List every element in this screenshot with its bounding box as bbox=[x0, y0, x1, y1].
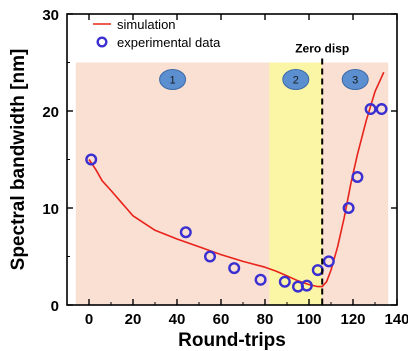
data-point bbox=[364, 103, 377, 116]
region-2 bbox=[269, 62, 323, 305]
region-badge-3 bbox=[341, 69, 369, 90]
x-tick-label: 120 bbox=[340, 311, 365, 328]
data-point bbox=[322, 255, 335, 268]
x-tick-label: 0 bbox=[85, 311, 93, 328]
region-badge-label-2: 2 bbox=[293, 75, 299, 87]
region-badge-label-1: 1 bbox=[170, 75, 176, 87]
y-tick-label: 30 bbox=[42, 7, 59, 24]
data-point bbox=[300, 279, 313, 292]
simulation-line bbox=[88, 71, 385, 288]
legend-circle-swatch bbox=[96, 36, 108, 48]
zero-dispersion-label: Zero disp bbox=[295, 42, 349, 56]
data-point bbox=[85, 153, 98, 166]
axis-labels: Round-trips Spectral bandwidth [nm] bbox=[8, 49, 286, 351]
x-tick-label: 60 bbox=[213, 311, 230, 328]
data-point bbox=[254, 273, 267, 286]
y-tick-label: 10 bbox=[42, 201, 59, 218]
y-tick-label: 0 bbox=[51, 298, 59, 315]
data-point bbox=[228, 262, 241, 275]
x-tick-label: 140 bbox=[384, 311, 408, 328]
region-badge-1 bbox=[159, 69, 187, 90]
data-point bbox=[375, 103, 388, 116]
region-badge-label-3: 3 bbox=[352, 75, 358, 87]
x-tick-label: 100 bbox=[296, 311, 321, 328]
data-point bbox=[342, 201, 355, 214]
regions: 1 2 3 bbox=[75, 62, 389, 305]
y-axis-label: Spectral bandwidth [nm] bbox=[8, 49, 29, 271]
x-axis-label: Round-trips bbox=[178, 330, 286, 351]
region-badge-2 bbox=[282, 69, 310, 90]
data-point bbox=[351, 170, 364, 183]
x-tick-label: 20 bbox=[125, 311, 142, 328]
data-point bbox=[278, 275, 291, 288]
annotations: Zero disp bbox=[295, 42, 349, 305]
legend-label: simulation bbox=[117, 17, 176, 32]
simulation-series bbox=[88, 71, 385, 288]
x-tick-label: 40 bbox=[169, 311, 186, 328]
y-tick-label: 20 bbox=[42, 104, 59, 121]
legend: simulation experimental data bbox=[93, 17, 221, 50]
axes: 0 20 40 60 80 100 120 140 0 10 20 30 bbox=[42, 7, 408, 328]
x-tick-label: 80 bbox=[257, 311, 274, 328]
data-point bbox=[179, 226, 192, 239]
data-point bbox=[203, 250, 216, 263]
legend-label: experimental data bbox=[117, 35, 221, 50]
